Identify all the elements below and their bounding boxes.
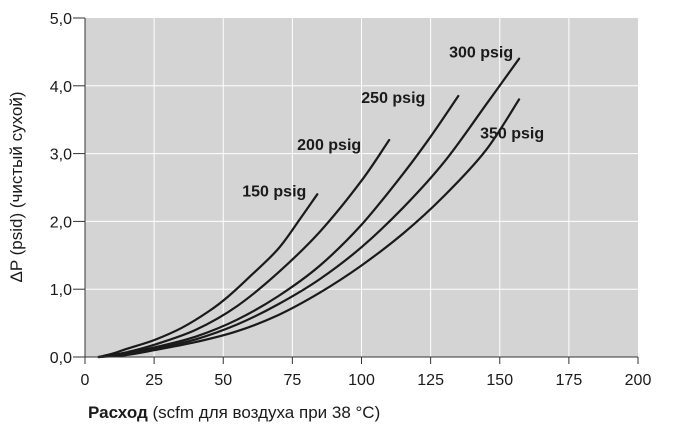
series-line-200-psig <box>97 138 391 359</box>
series-label: 200 psig <box>297 137 361 154</box>
x-axis-title-bold: Расход <box>88 403 148 422</box>
x-tick-label: 175 <box>556 372 583 389</box>
y-axis-title: ΔP (psid) (чистый сухой) <box>7 91 26 282</box>
x-tick-label: 200 <box>625 372 652 389</box>
x-tick-label: 50 <box>214 372 232 389</box>
x-tick-label: 25 <box>145 372 163 389</box>
series-lines <box>97 57 521 359</box>
series-line-300-psig <box>97 57 521 359</box>
series-labels: 150 psig 200 psig 250 psig 300 psig 350 psig <box>242 45 544 201</box>
y-tick-label: 0,0 <box>50 350 72 367</box>
series-label: 150 psig <box>242 183 306 200</box>
series-label: 250 psig <box>361 90 425 107</box>
series-line-250-psig <box>97 94 460 359</box>
x-tick-label: 75 <box>283 372 301 389</box>
y-tick-label: 4,0 <box>50 79 72 96</box>
x-tick-label: 100 <box>348 372 375 389</box>
y-tick-label: 5,0 <box>50 11 72 28</box>
x-tick-label: 150 <box>486 372 513 389</box>
y-tick-label: 1,0 <box>50 282 72 299</box>
x-axis-title-rest: (scfm для воздуха при 38 °C) <box>148 403 380 422</box>
series-line-150-psig <box>97 193 319 359</box>
tick-labels: 0 25 50 75 100 125 150 175 200 0,0 1,0 2,0 3,0 4,0 5,0 <box>50 11 652 389</box>
series-line-350-psig <box>97 98 521 359</box>
series-label: 300 psig <box>449 45 513 62</box>
x-axis-title: Расход (scfm для воздуха при 38 °C) <box>88 403 380 422</box>
grid-lines <box>85 18 638 357</box>
y-tick-label: 3,0 <box>50 147 72 164</box>
x-tick-label: 125 <box>417 372 444 389</box>
axes <box>73 17 639 364</box>
series-label: 350 psig <box>480 125 544 142</box>
y-tick-label: 2,0 <box>50 214 72 231</box>
x-tick-label: 0 <box>81 372 90 389</box>
